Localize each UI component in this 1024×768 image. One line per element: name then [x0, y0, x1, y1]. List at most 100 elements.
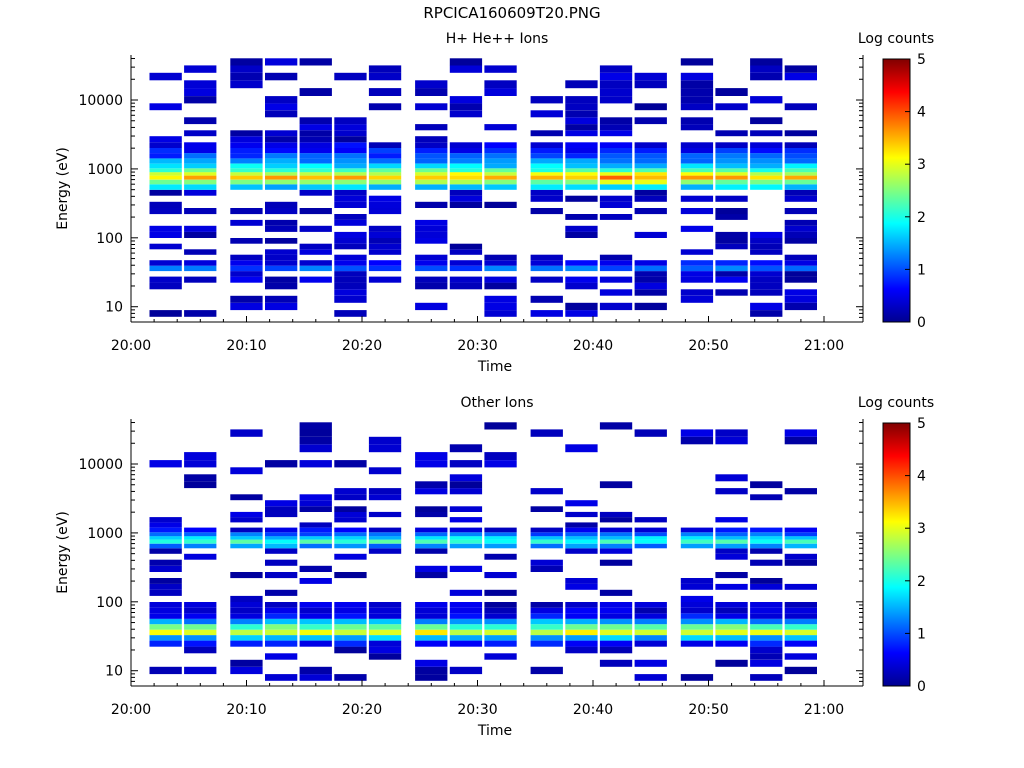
heatmap-cell — [230, 238, 263, 244]
heatmap-cell — [680, 225, 714, 232]
heatmap-cell — [530, 163, 563, 169]
heatmap-cell — [680, 175, 714, 180]
heatmap-cell — [784, 666, 817, 675]
y-tick-label: 10 — [105, 664, 123, 680]
heatmap-cell — [265, 225, 298, 232]
heatmap-cell — [265, 602, 298, 608]
heatmap-cell — [299, 500, 332, 507]
heatmap-cell — [265, 254, 298, 261]
heatmap-cell — [680, 618, 714, 625]
heatmap-cell — [149, 635, 182, 641]
heatmap-cell — [565, 175, 598, 180]
heatmap-cell — [565, 163, 598, 169]
heatmap-cell — [680, 532, 714, 537]
heatmap-cell — [715, 629, 748, 636]
heatmap-cell — [484, 624, 517, 630]
x-tick-label: 21:00 — [804, 702, 844, 718]
heatmap-cell — [634, 624, 667, 630]
heatmap-cell — [715, 163, 748, 169]
heatmap-cell — [415, 265, 448, 272]
heatmap-cell — [750, 265, 783, 272]
heatmap-cell — [368, 147, 402, 154]
heatmap-cell — [415, 238, 448, 244]
heatmap-cell — [265, 572, 298, 579]
heatmap-cell — [634, 208, 667, 215]
heatmap-cell — [449, 635, 483, 641]
heatmap-cell — [415, 635, 448, 641]
heatmap-cell — [184, 88, 217, 96]
heatmap-cell — [230, 72, 263, 81]
heatmap-cell — [680, 436, 714, 445]
heatmap-cell — [184, 153, 217, 159]
heatmap-cell — [149, 527, 182, 533]
heatmap-cell — [599, 481, 633, 489]
heatmap-cell — [449, 163, 483, 169]
heatmap-cell — [149, 522, 182, 528]
heatmap-cell — [368, 494, 402, 501]
heatmap-cell — [565, 260, 598, 266]
heatmap-cell — [334, 539, 367, 544]
heatmap-cell — [415, 536, 448, 540]
heatmap-cell — [368, 168, 402, 173]
heatmap-cell — [230, 175, 263, 180]
heatmap-cell — [368, 172, 402, 176]
heatmap-cell — [634, 153, 667, 159]
heatmap-cell — [530, 195, 563, 202]
heatmap-cell — [334, 629, 367, 636]
x-tick-label: 20:50 — [688, 702, 728, 718]
heatmap-cell — [484, 80, 517, 89]
heatmap-cell — [565, 613, 598, 619]
heatmap-cell — [149, 142, 182, 148]
heatmap-cell — [230, 532, 263, 537]
heatmap-cell — [368, 444, 402, 453]
heatmap-cell — [149, 265, 182, 272]
heatmap-cell — [299, 522, 332, 528]
heatmap-cell — [715, 130, 748, 137]
heatmap-cell — [368, 231, 402, 238]
heatmap-cell — [184, 635, 217, 641]
heatmap-cell — [715, 607, 748, 614]
heatmap-cell — [680, 172, 714, 176]
heatmap-cell — [265, 532, 298, 537]
heatmap-cell — [484, 179, 517, 185]
heatmap-cell — [750, 674, 783, 681]
heatmap-cell — [368, 201, 402, 208]
heatmap-cell — [334, 184, 367, 190]
heatmap-cell — [750, 536, 783, 540]
heatmap-cell — [530, 565, 563, 572]
heatmap-cell — [149, 607, 182, 614]
heatmap-cell — [265, 96, 298, 104]
heatmap-cell — [334, 254, 367, 261]
heatmap-cell — [230, 276, 263, 283]
heatmap-cell — [715, 172, 748, 176]
heatmap-cell — [230, 153, 263, 159]
heatmap-cell — [634, 543, 667, 549]
heatmap-cell — [449, 565, 483, 572]
x-axis-label: Time — [477, 723, 512, 739]
heatmap-cell — [599, 635, 633, 641]
heatmap-cell — [750, 243, 783, 250]
heatmap-cell — [634, 80, 667, 89]
heatmap-cell — [750, 147, 783, 154]
heatmap-cell — [415, 460, 448, 468]
heatmap-cell — [230, 543, 263, 549]
heatmap-cell — [184, 481, 217, 489]
heatmap-cell — [415, 629, 448, 636]
heatmap-cell — [750, 481, 783, 489]
heatmap-cell — [368, 158, 402, 164]
heatmap-cell — [680, 539, 714, 544]
heatmap-cell — [184, 158, 217, 164]
heatmap-cell — [484, 163, 517, 169]
heatmap-cell — [299, 88, 332, 96]
heatmap-cell — [368, 607, 402, 614]
heatmap-cell — [415, 640, 448, 647]
heatmap-cell — [565, 225, 598, 232]
heatmap-cell — [415, 548, 448, 554]
heatmap-cell — [415, 607, 448, 614]
heatmap-cell — [299, 578, 332, 584]
heatmap-cell — [634, 532, 667, 537]
heatmap-cell — [230, 624, 263, 630]
heatmap-cell — [634, 629, 667, 636]
heatmap-cell — [599, 589, 633, 596]
heatmap-cell — [334, 214, 367, 220]
